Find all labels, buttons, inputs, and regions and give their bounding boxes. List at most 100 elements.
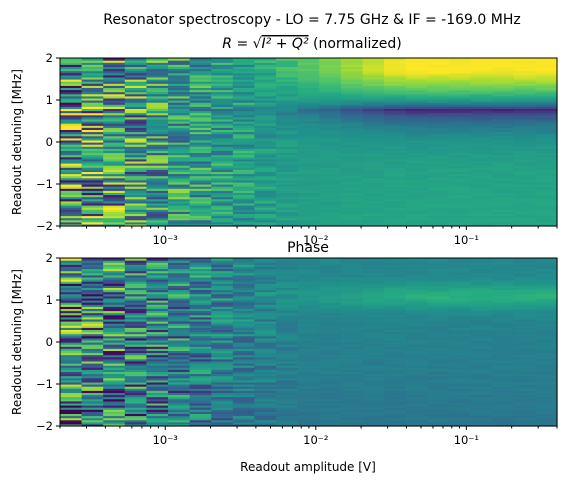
heatmap-cell xyxy=(340,258,364,261)
heatmap-cell xyxy=(340,91,364,95)
heatmap-cell xyxy=(103,272,126,276)
heatmap-cell xyxy=(81,137,104,141)
heatmap-cell xyxy=(427,194,450,198)
heatmap-cell xyxy=(405,304,428,307)
heatmap-cell xyxy=(254,285,277,288)
heatmap-cell xyxy=(448,413,472,417)
heatmap-cell xyxy=(362,154,385,158)
heatmap-cell xyxy=(448,266,472,270)
heatmap-cell xyxy=(103,184,126,187)
heatmap-cell xyxy=(405,360,428,364)
heatmap-cell xyxy=(211,76,234,80)
heatmap-cell xyxy=(427,217,450,221)
heatmap-cell xyxy=(492,348,515,351)
heatmap-cell xyxy=(124,373,148,377)
heatmap-cell xyxy=(492,87,515,91)
heatmap-cell xyxy=(340,79,364,82)
heatmap-cell xyxy=(168,318,191,322)
heatmap-cell xyxy=(276,114,299,118)
heatmap-cell xyxy=(427,127,450,130)
heatmap-cell xyxy=(319,417,342,421)
heatmap-cell xyxy=(81,62,104,65)
heatmap-cell xyxy=(276,300,299,303)
heatmap-cell xyxy=(492,392,515,396)
heatmap-cell xyxy=(60,310,83,314)
heatmap-cell xyxy=(405,327,428,330)
amplitude-heatmap-cells xyxy=(60,58,558,227)
heatmap-cell xyxy=(448,219,472,223)
heatmap-cell xyxy=(513,381,536,385)
heatmap-cell xyxy=(276,344,299,347)
heatmap-cell xyxy=(427,262,450,265)
heatmap-cell xyxy=(124,192,148,196)
heatmap-cell xyxy=(103,293,126,297)
heatmap-cell xyxy=(492,342,515,345)
heatmap-cell xyxy=(384,306,407,309)
heatmap-cell xyxy=(254,327,277,330)
heatmap-cell xyxy=(405,121,428,124)
heatmap-cell xyxy=(124,327,148,330)
heatmap-cell xyxy=(405,333,428,337)
heatmap-cell xyxy=(405,377,428,381)
heatmap-cell xyxy=(405,352,428,356)
heatmap-cell xyxy=(384,213,407,217)
heatmap-cell xyxy=(81,194,104,198)
heatmap-cell xyxy=(254,209,277,212)
heatmap-cell xyxy=(103,417,126,421)
heatmap-cell xyxy=(492,377,515,381)
heatmap-cell xyxy=(189,276,212,280)
heatmap-cell xyxy=(232,154,256,158)
heatmap-cell xyxy=(146,354,169,358)
heatmap-cell xyxy=(297,175,320,179)
heatmap-cell xyxy=(492,184,515,187)
heatmap-cell xyxy=(492,283,515,286)
heatmap-cell xyxy=(513,93,536,97)
heatmap-cell xyxy=(297,279,320,282)
heatmap-cell xyxy=(535,121,558,124)
heatmap-cell xyxy=(232,150,256,154)
heatmap-cell xyxy=(60,121,83,124)
heatmap-cell xyxy=(513,91,536,95)
heatmap-cell xyxy=(297,360,320,364)
heatmap-cell xyxy=(535,276,558,280)
heatmap-cell xyxy=(146,60,169,63)
heatmap-cell xyxy=(168,190,191,193)
heatmap-cell xyxy=(319,423,342,427)
heatmap-cell xyxy=(146,64,169,67)
heatmap-cell xyxy=(448,407,472,410)
heatmap-cell xyxy=(384,95,407,99)
heatmap-cell xyxy=(60,87,83,91)
heatmap-cell xyxy=(384,375,407,379)
heatmap-cell xyxy=(340,321,364,324)
heatmap-cell xyxy=(168,179,191,183)
heatmap-cell xyxy=(211,300,234,303)
heatmap-cell xyxy=(362,215,385,219)
heatmap-cell xyxy=(427,344,450,347)
heatmap-cell xyxy=(168,295,191,299)
heatmap-cell xyxy=(448,158,472,162)
heatmap-cell xyxy=(535,72,558,76)
heatmap-cell xyxy=(427,186,450,189)
heatmap-cell xyxy=(535,302,558,305)
heatmap-cell xyxy=(340,112,364,116)
heatmap-cell xyxy=(535,165,558,168)
heatmap-cell xyxy=(448,102,472,105)
heatmap-cell xyxy=(60,108,83,112)
heatmap-cell xyxy=(60,152,83,156)
heatmap-cell xyxy=(211,308,234,312)
heatmap-cell xyxy=(405,293,428,297)
heatmap-cell xyxy=(297,339,320,343)
heatmap-cell xyxy=(340,114,364,118)
heatmap-cell xyxy=(60,114,83,118)
heatmap-cell xyxy=(189,394,212,398)
heatmap-cell xyxy=(146,135,169,139)
heatmap-cell xyxy=(276,110,299,114)
heatmap-cell xyxy=(211,173,234,177)
heatmap-cell xyxy=(470,411,493,414)
heatmap-cell xyxy=(405,91,428,95)
heatmap-cell xyxy=(297,367,320,370)
heatmap-cell xyxy=(405,163,428,166)
heatmap-cell xyxy=(470,365,493,368)
heatmap-cell xyxy=(276,335,299,339)
heatmap-cell xyxy=(124,87,148,91)
